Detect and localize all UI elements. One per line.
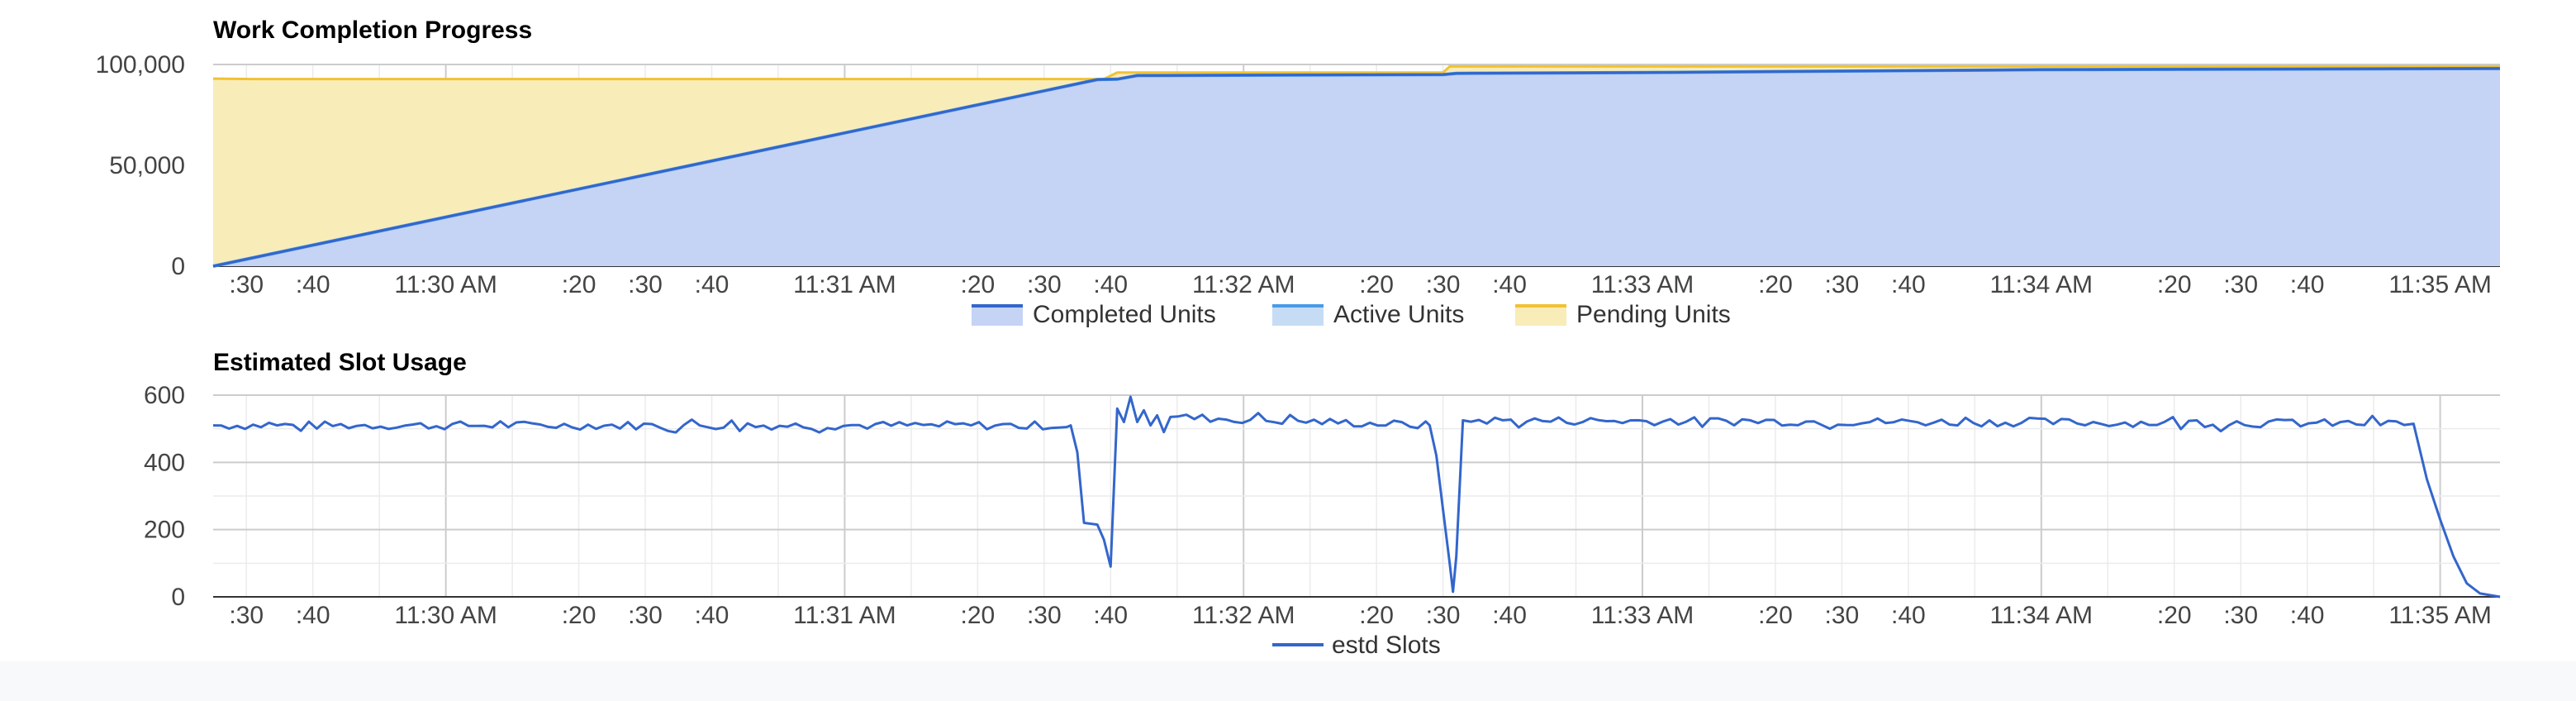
legend-label: Active Units [1333, 301, 1464, 328]
x-tick-label: :30 [1426, 271, 1461, 298]
x-tick-label: 11:32 AM [1192, 602, 1295, 629]
x-tick-label: 11:35 AM [2388, 602, 2492, 629]
x-tick-label: 11:30 AM [394, 602, 497, 629]
series-line-estd-slots [213, 397, 2500, 597]
y-tick-label: 600 [144, 382, 185, 409]
x-tick-label: :20 [562, 602, 596, 629]
x-tick-label: :30 [1825, 602, 1860, 629]
x-tick-label: :40 [1093, 271, 1128, 298]
legend-item: Pending Units [1515, 301, 1731, 328]
legend-item: Completed Units [972, 301, 1216, 328]
y-tick-label: 100,000 [96, 51, 185, 79]
chart1-title: Work Completion Progress [213, 17, 532, 44]
chart1-legend: Completed Units Active Units Pending Units [972, 301, 1731, 328]
legend-swatch [1515, 306, 1566, 326]
y-tick-label: 50,000 [109, 152, 185, 179]
y-tick-label: 200 [144, 517, 185, 544]
x-tick-label: :20 [960, 602, 995, 629]
x-tick-label: :30 [1027, 602, 1062, 629]
x-tick-label: 11:35 AM [2388, 271, 2492, 298]
x-tick-label: :20 [562, 271, 596, 298]
legend-label: Completed Units [1033, 301, 1216, 328]
x-tick-label: 11:31 AM [793, 271, 896, 298]
x-tick-label: :30 [1426, 602, 1461, 629]
x-tick-label: 11:32 AM [1192, 271, 1295, 298]
chart2-x-axis: :30 :40 11:30 AM :20 :30 :40 11:31 AM :20 :30 :40… [229, 602, 2491, 629]
x-tick-label: 11:31 AM [793, 602, 896, 629]
legend-item: Active Units [1272, 301, 1464, 328]
x-tick-label: 11:33 AM [1591, 271, 1694, 298]
legend-label: Pending Units [1576, 301, 1731, 328]
x-tick-label: :30 [2223, 602, 2258, 629]
chart2-title: Estimated Slot Usage [213, 349, 467, 376]
x-tick-label: :20 [960, 271, 995, 298]
x-tick-label: :40 [2290, 602, 2325, 629]
x-tick-label: :30 [628, 602, 663, 629]
x-tick-label: :30 [2223, 271, 2258, 298]
x-tick-label: :30 [628, 271, 663, 298]
x-tick-label: :40 [2290, 271, 2325, 298]
y-tick-label: 400 [144, 449, 185, 476]
x-tick-label: :20 [1359, 602, 1394, 629]
y-tick-label: 0 [171, 253, 185, 280]
x-tick-label: :20 [1758, 271, 1793, 298]
x-tick-label: 11:34 AM [1990, 271, 2094, 298]
x-tick-label: :30 [229, 602, 264, 629]
chart2-legend: estd Slots [1272, 632, 1441, 659]
x-tick-label: :30 [1027, 271, 1062, 298]
x-tick-label: :40 [695, 271, 730, 298]
legend-label: estd Slots [1332, 632, 1441, 659]
x-tick-label: :30 [229, 271, 264, 298]
chart1-areas [213, 66, 2500, 266]
x-tick-label: :30 [1825, 271, 1860, 298]
x-tick-label: 11:30 AM [394, 271, 497, 298]
x-tick-label: 11:33 AM [1591, 602, 1694, 629]
x-tick-label: :40 [1891, 602, 1926, 629]
chart2-y-axis: 0 200 400 600 [144, 382, 185, 611]
x-tick-label: :20 [2157, 602, 2192, 629]
x-tick-label: :20 [1758, 602, 1793, 629]
y-tick-label: 0 [171, 584, 185, 611]
x-tick-label: :40 [1891, 271, 1926, 298]
chart2-lines [213, 397, 2500, 597]
legend-swatch [1272, 306, 1324, 326]
x-tick-label: :40 [695, 602, 730, 629]
chart1-x-axis: :30 :40 11:30 AM :20 :30 :40 11:31 AM :20 :30 :40… [229, 271, 2491, 298]
x-tick-label: :40 [1093, 602, 1128, 629]
legend-item: estd Slots [1272, 632, 1441, 659]
x-tick-label: :20 [1359, 271, 1394, 298]
x-tick-label: :40 [1492, 602, 1527, 629]
legend-swatch [972, 306, 1023, 326]
x-tick-label: 11:34 AM [1990, 602, 2094, 629]
x-tick-label: :40 [1492, 271, 1527, 298]
x-tick-label: :40 [296, 271, 330, 298]
x-tick-label: :20 [2157, 271, 2192, 298]
x-tick-label: :40 [296, 602, 330, 629]
chart1-y-axis: 0 50,000 100,000 [96, 51, 185, 280]
